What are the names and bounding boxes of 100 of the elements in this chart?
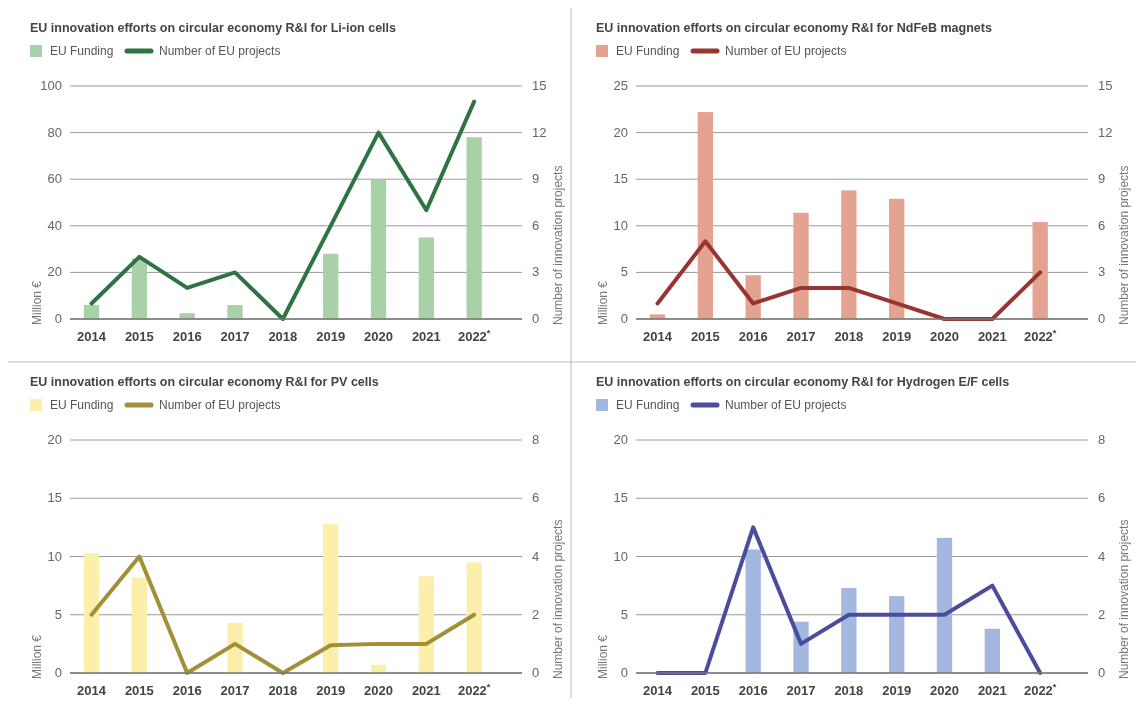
x-tick-label: 2019 <box>316 683 346 698</box>
x-tick-label: 2018 <box>268 329 298 344</box>
legend-label: EU Funding <box>50 44 114 58</box>
y-axis-title: Million € <box>596 634 610 679</box>
y2-tick-label: 0 <box>532 311 540 326</box>
y2-tick-label: 0 <box>1098 665 1106 680</box>
y2-axis-title: Number of innovation projects <box>551 165 565 325</box>
legend-label: Number of EU projects <box>159 44 281 58</box>
bar <box>131 258 148 319</box>
bar <box>418 576 434 673</box>
y2-tick-label: 9 <box>532 171 540 187</box>
y2-tick-label: 6 <box>1098 217 1106 233</box>
y-tick-label: 10 <box>47 548 62 564</box>
bar <box>83 305 100 319</box>
y-tick-label: 5 <box>620 606 628 622</box>
y2-tick-label: 6 <box>532 490 540 506</box>
y-tick-label: 20 <box>613 432 628 447</box>
bar <box>1032 222 1048 319</box>
x-tick-label: 2014 <box>643 329 673 344</box>
bar <box>418 237 434 319</box>
y2-axis-title: Number of innovation projects <box>1117 165 1131 325</box>
y-tick-label: 0 <box>620 311 628 326</box>
y2-tick-label: 2 <box>532 606 540 622</box>
y-tick-label: 0 <box>54 665 62 680</box>
x-tick-label: 2022$^{*}$ <box>1023 328 1057 344</box>
bar <box>227 305 243 319</box>
y-tick-label: 60 <box>47 171 62 187</box>
legend-label: Number of EU projects <box>159 398 281 412</box>
y-tick-label: 15 <box>613 171 628 187</box>
y-tick-label: 5 <box>54 606 62 622</box>
x-tick-label: 2022$^{*}$ <box>457 682 491 698</box>
x-tick-label: 2017 <box>220 683 250 698</box>
bar <box>984 628 1000 673</box>
x-tick-label: 2015 <box>690 683 720 698</box>
x-tick-label: 2022$^{*}$ <box>1023 682 1057 698</box>
y2-axis-title: Number of innovation projects <box>1117 519 1131 679</box>
x-tick-label: 2020 <box>930 329 959 344</box>
y2-tick-label: 0 <box>1098 311 1106 326</box>
y2-tick-label: 12 <box>1098 124 1113 140</box>
x-tick-label: 2021 <box>977 683 1007 698</box>
y2-tick-label: 9 <box>1098 171 1106 187</box>
bar <box>131 577 148 673</box>
bar <box>889 596 905 673</box>
bar <box>889 198 905 319</box>
y-tick-label: 25 <box>613 78 628 93</box>
y-tick-label: 100 <box>40 78 62 93</box>
chart-title: EU innovation efforts on circular economy R&I for Li-ion cells <box>30 21 397 35</box>
y2-tick-label: 15 <box>1098 78 1113 93</box>
y-tick-label: 0 <box>54 311 62 326</box>
chart-title: EU innovation efforts on circular economy R&I for PV cells <box>30 375 379 389</box>
x-tick-label: 2019 <box>882 329 912 344</box>
y-tick-label: 10 <box>613 217 628 233</box>
y2-tick-label: 8 <box>532 432 540 447</box>
x-tick-label: 2019 <box>316 329 346 344</box>
x-tick-label: 2016 <box>738 329 768 344</box>
bar <box>370 179 387 319</box>
y2-axis-title: Number of innovation projects <box>551 519 565 679</box>
bar <box>227 622 243 673</box>
bar <box>936 537 953 673</box>
y-tick-label: 80 <box>47 124 62 140</box>
x-tick-label: 2020 <box>364 329 393 344</box>
bar <box>466 562 482 673</box>
y2-tick-label: 0 <box>532 665 540 680</box>
bar <box>793 212 809 319</box>
y2-tick-label: 6 <box>1098 490 1106 506</box>
chart-title: EU innovation efforts on circular economy R&I for NdFeB magnets <box>596 21 992 35</box>
x-tick-label: 2015 <box>124 329 154 344</box>
x-tick-label: 2016 <box>172 683 202 698</box>
y-axis-title: Million € <box>30 634 44 679</box>
bar <box>83 553 100 673</box>
x-tick-label: 2020 <box>930 683 959 698</box>
line-series <box>89 99 477 321</box>
y-tick-label: 0 <box>620 665 628 680</box>
legend-label: EU Funding <box>616 398 680 412</box>
x-tick-label: 2017 <box>786 329 816 344</box>
y-tick-label: 15 <box>47 490 62 506</box>
x-tick-label: 2015 <box>690 329 720 344</box>
line-series <box>89 554 477 675</box>
legend-label: Number of EU projects <box>725 398 847 412</box>
y2-tick-label: 12 <box>532 124 547 140</box>
y-axis-title: Million € <box>30 280 44 325</box>
x-tick-label: 2018 <box>834 329 864 344</box>
bar <box>841 587 857 673</box>
x-tick-label: 2015 <box>124 683 154 698</box>
bar <box>466 137 482 319</box>
x-tick-label: 2021 <box>977 329 1007 344</box>
line-series <box>655 239 1043 321</box>
x-tick-label: 2018 <box>268 683 298 698</box>
bar <box>697 112 714 319</box>
y-tick-label: 10 <box>613 548 628 564</box>
y-tick-label: 5 <box>620 264 628 280</box>
y-tick-label: 20 <box>613 124 628 140</box>
x-tick-label: 2017 <box>220 329 250 344</box>
x-tick-label: 2018 <box>834 683 864 698</box>
x-tick-label: 2019 <box>882 683 912 698</box>
y-tick-label: 15 <box>613 490 628 506</box>
x-tick-label: 2016 <box>738 683 768 698</box>
y2-tick-label: 4 <box>1098 548 1106 564</box>
x-tick-label: 2014 <box>77 683 107 698</box>
x-tick-label: 2016 <box>172 329 202 344</box>
